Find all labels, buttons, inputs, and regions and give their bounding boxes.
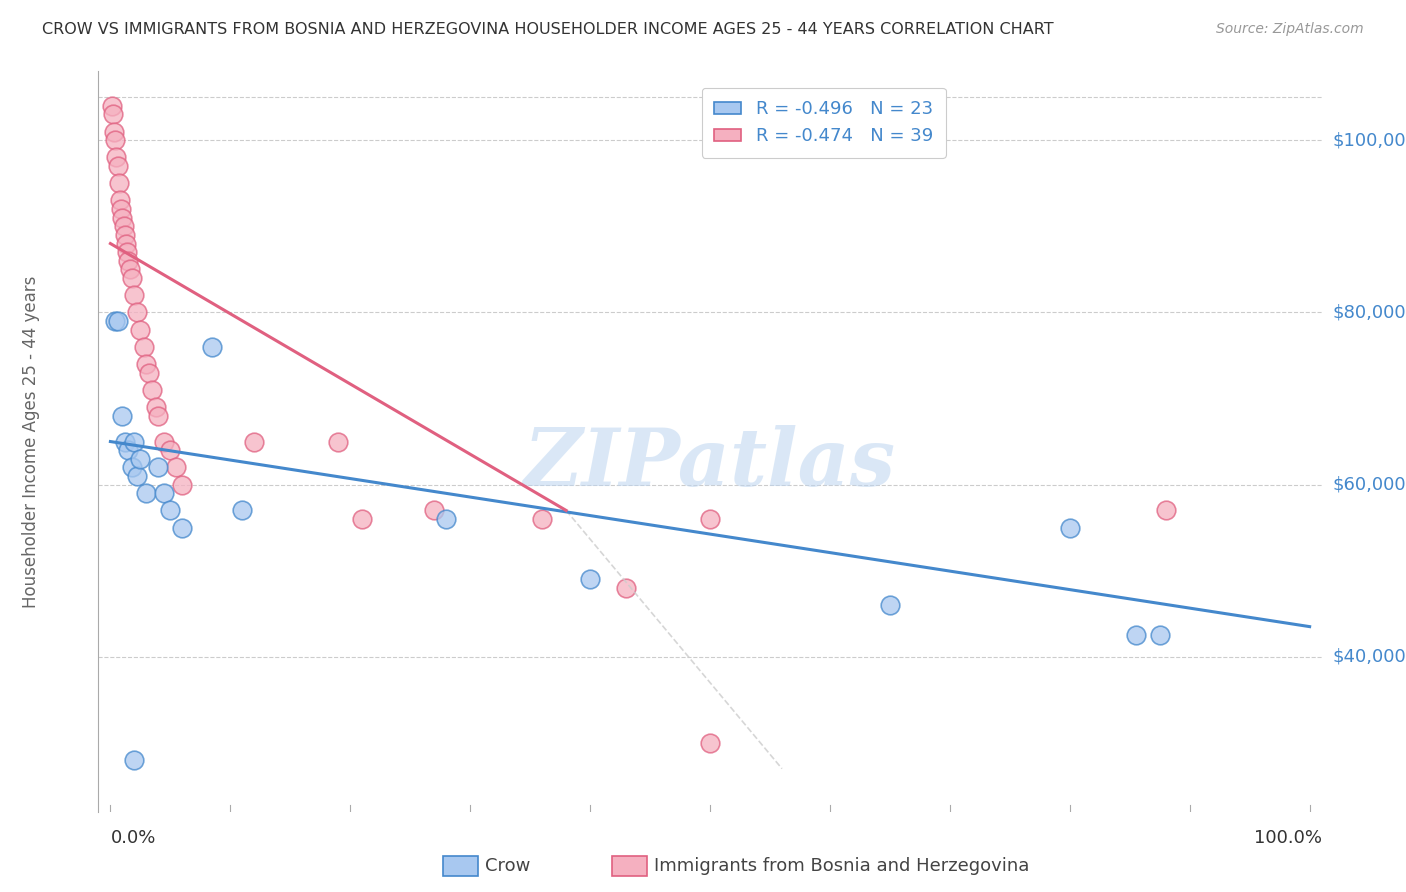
Point <box>132 340 155 354</box>
Point <box>201 340 224 354</box>
Point <box>153 486 176 500</box>
Point <box>138 366 160 380</box>
Point <box>108 194 131 208</box>
Point <box>111 211 134 225</box>
Point <box>148 460 170 475</box>
Point <box>111 409 134 423</box>
Text: Source: ZipAtlas.com: Source: ZipAtlas.com <box>1216 22 1364 37</box>
Text: Crow: Crow <box>485 857 530 875</box>
Point <box>114 227 136 242</box>
Point <box>125 469 148 483</box>
Point <box>135 486 157 500</box>
Point <box>125 305 148 319</box>
Point <box>117 443 139 458</box>
Point <box>104 133 127 147</box>
Point <box>531 512 554 526</box>
Point <box>153 434 176 449</box>
Point <box>1125 628 1147 642</box>
Point <box>135 357 157 371</box>
Point <box>699 736 721 750</box>
Point <box>117 253 139 268</box>
Point <box>114 434 136 449</box>
Point <box>699 512 721 526</box>
Point <box>579 572 602 586</box>
Text: CROW VS IMMIGRANTS FROM BOSNIA AND HERZEGOVINA HOUSEHOLDER INCOME AGES 25 - 44 Y: CROW VS IMMIGRANTS FROM BOSNIA AND HERZE… <box>42 22 1054 37</box>
Point <box>115 245 138 260</box>
Point <box>129 451 152 466</box>
Point <box>1059 521 1081 535</box>
Point <box>1154 503 1177 517</box>
Point <box>879 598 901 612</box>
Point <box>110 202 132 216</box>
Point <box>121 271 143 285</box>
Point <box>112 219 135 234</box>
Text: 100.0%: 100.0% <box>1254 829 1322 847</box>
Point <box>1149 628 1171 642</box>
Point <box>423 503 446 517</box>
Point <box>124 753 146 767</box>
Point <box>165 460 187 475</box>
Point <box>107 159 129 173</box>
Point <box>124 434 146 449</box>
Point <box>159 443 181 458</box>
Point <box>115 236 138 251</box>
Text: $40,000: $40,000 <box>1333 648 1406 665</box>
Point <box>124 288 146 302</box>
Point <box>148 409 170 423</box>
Point <box>434 512 457 526</box>
Point <box>105 151 128 165</box>
Text: $80,000: $80,000 <box>1333 303 1406 321</box>
Legend: R = -0.496   N = 23, R = -0.474   N = 39: R = -0.496 N = 23, R = -0.474 N = 39 <box>702 87 946 158</box>
Point <box>145 400 167 414</box>
Text: $60,000: $60,000 <box>1333 475 1406 493</box>
Point <box>104 314 127 328</box>
Point <box>243 434 266 449</box>
Point <box>101 107 124 121</box>
Point <box>159 503 181 517</box>
Point <box>141 383 163 397</box>
Point <box>328 434 350 449</box>
Text: Householder Income Ages 25 - 44 years: Householder Income Ages 25 - 44 years <box>22 276 41 607</box>
Point <box>129 323 152 337</box>
Point <box>121 460 143 475</box>
Point <box>614 581 637 595</box>
Text: $100,000: $100,000 <box>1333 131 1406 149</box>
Point <box>118 262 141 277</box>
Text: ZIPatlas: ZIPatlas <box>524 425 896 502</box>
Point <box>108 176 129 190</box>
Point <box>172 477 194 491</box>
Text: 0.0%: 0.0% <box>111 829 156 847</box>
Point <box>172 521 194 535</box>
Point <box>352 512 374 526</box>
Text: Immigrants from Bosnia and Herzegovina: Immigrants from Bosnia and Herzegovina <box>654 857 1029 875</box>
Point <box>231 503 253 517</box>
Point <box>103 125 125 139</box>
Point <box>107 314 129 328</box>
Point <box>100 99 122 113</box>
